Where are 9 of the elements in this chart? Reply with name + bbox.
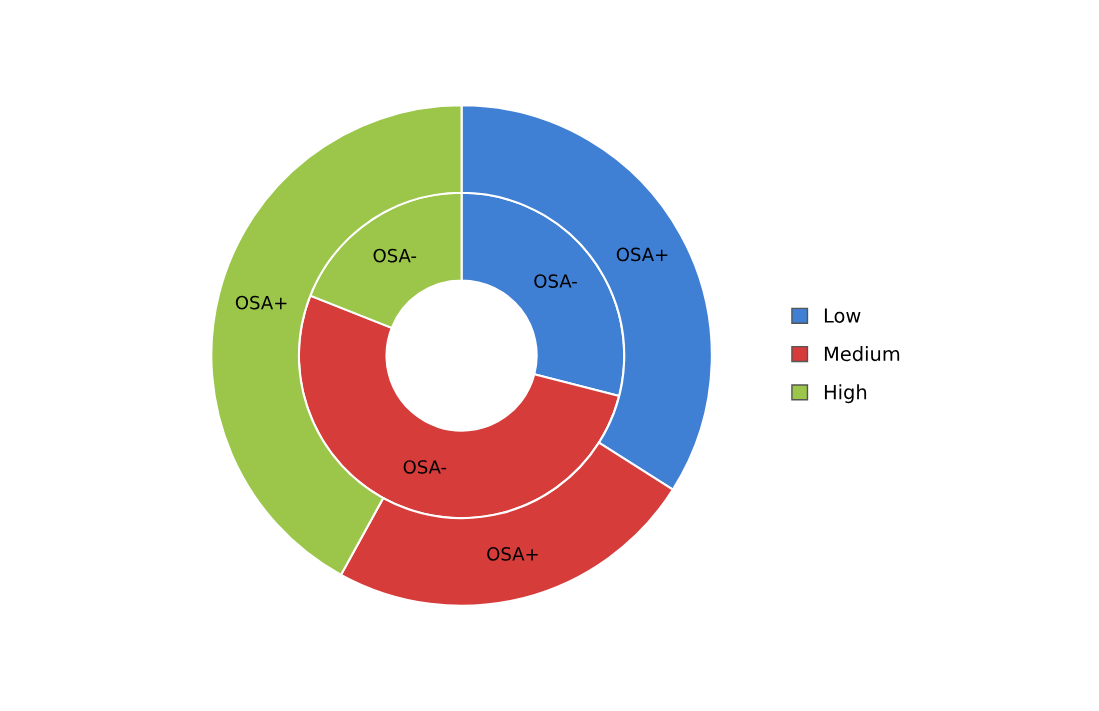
text: OSA+ <box>487 547 538 561</box>
legend-label: Low <box>824 308 861 323</box>
text: OSA- <box>403 460 447 474</box>
slice-label: OSA+ <box>235 295 287 310</box>
legend-label: Medium <box>824 346 900 362</box>
text: OSA+ <box>616 247 668 262</box>
text: OSA- <box>373 248 417 263</box>
legend-label: High <box>824 384 867 404</box>
slice-label: OSA- <box>534 274 577 288</box>
